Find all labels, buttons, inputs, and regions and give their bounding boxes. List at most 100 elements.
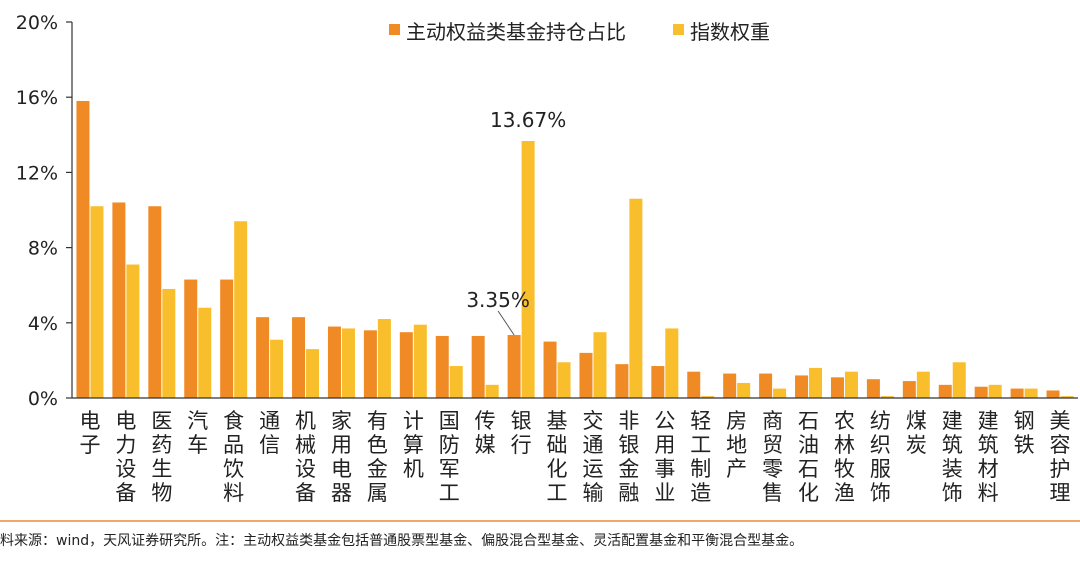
x-tick-label: 军 <box>439 457 460 481</box>
bar-index-weight <box>377 319 391 398</box>
bar-holding <box>974 386 988 398</box>
bar-holding <box>256 317 270 398</box>
bar-holding <box>687 371 701 398</box>
source-note: 资料来源：wind，天风证券研究所。注：主动权益类基金包括普通股票型基金、偏股混… <box>0 533 804 549</box>
x-tick-label: 用 <box>331 433 352 457</box>
bar-holding <box>471 335 485 398</box>
x-tick-label: 房 <box>726 409 747 433</box>
x-tick-label: 产 <box>726 457 747 481</box>
x-tick-label: 家 <box>331 409 352 433</box>
x-tick-label: 品 <box>223 433 244 457</box>
bar-index-weight <box>880 396 894 398</box>
x-tick-label: 工 <box>439 481 460 505</box>
x-tick-label: 饰 <box>942 481 963 505</box>
bar-holding <box>363 330 377 398</box>
x-tick-label: 设 <box>115 457 136 481</box>
x-tick-label: 信 <box>259 433 280 457</box>
x-tick-label: 牧 <box>834 457 855 481</box>
x-tick-label: 有 <box>367 409 388 433</box>
x-tick-label: 油 <box>798 433 819 457</box>
x-tick-label: 器 <box>331 481 352 505</box>
x-tick-label: 运 <box>582 457 603 481</box>
x-tick-label: 媒 <box>475 433 496 457</box>
bars <box>76 100 1074 399</box>
bar-index-weight <box>809 367 823 398</box>
bar-index-weight <box>306 349 320 398</box>
x-tick-label: 金 <box>367 457 388 481</box>
bar-holding <box>830 377 844 398</box>
x-tick-label: 装 <box>942 457 963 481</box>
bar-index-weight <box>629 198 643 398</box>
y-tick-label: 12% <box>16 162 58 184</box>
bar-index-weight <box>449 366 463 398</box>
bar-holding <box>1010 388 1024 398</box>
bar-holding <box>795 375 809 398</box>
x-tick-label: 输 <box>582 481 603 505</box>
x-tick-label: 林 <box>834 433 855 457</box>
bar-holding <box>399 332 413 398</box>
bar-holding <box>1046 390 1060 398</box>
x-tick-label: 贸 <box>762 433 783 457</box>
x-tick-label: 石 <box>798 409 819 433</box>
bar-holding <box>435 335 449 398</box>
bar-holding <box>866 379 880 398</box>
x-tick-label: 电 <box>79 409 100 433</box>
x-tick-label: 建 <box>978 409 999 433</box>
x-tick-label: 轻 <box>690 409 711 433</box>
x-tick-label: 织 <box>870 433 891 457</box>
bar-index-weight <box>557 362 571 398</box>
x-tick-label: 筑 <box>942 433 963 457</box>
legend-swatch <box>673 24 684 35</box>
x-tick-label: 础 <box>547 433 568 457</box>
annotation-label: 13.67% <box>490 108 566 132</box>
bar-index-weight <box>485 384 499 398</box>
x-tick-label: 护 <box>1050 457 1071 481</box>
x-tick-label: 传 <box>475 409 496 433</box>
x-tick-label: 料 <box>978 481 999 505</box>
bar-index-weight <box>126 264 140 398</box>
x-tick-label: 用 <box>654 433 675 457</box>
x-tick-label: 石 <box>798 457 819 481</box>
bar-index-weight <box>413 324 427 398</box>
x-axis: 电子电力设备医药生物汽车食品饮料通信机械设备家用电器有色金属计算机国防军工传媒银… <box>72 397 1078 505</box>
x-tick-label: 药 <box>151 433 172 457</box>
bar-holding <box>220 279 234 398</box>
x-tick-label: 通 <box>259 409 280 433</box>
x-tick-label: 饰 <box>870 481 891 505</box>
x-tick-label: 食 <box>223 409 244 433</box>
bar-index-weight <box>773 388 787 398</box>
bar-holding <box>651 366 665 398</box>
x-tick-label: 事 <box>654 457 675 481</box>
x-tick-label: 容 <box>1050 433 1071 457</box>
bar-holding <box>759 373 773 398</box>
x-tick-label: 交 <box>582 409 603 433</box>
x-tick-label: 售 <box>762 481 783 505</box>
x-tick-label: 煤 <box>906 409 927 433</box>
bar-index-weight <box>90 206 104 398</box>
bar-index-weight <box>234 221 248 398</box>
bar-holding <box>615 364 629 398</box>
bar-index-weight <box>665 328 679 398</box>
x-tick-label: 建 <box>942 409 963 433</box>
y-tick-label: 4% <box>28 313 58 335</box>
x-tick-label: 公 <box>654 409 675 433</box>
y-tick-label: 16% <box>16 87 58 109</box>
x-tick-label: 电 <box>331 457 352 481</box>
x-tick-label: 筑 <box>978 433 999 457</box>
bar-holding <box>507 335 521 398</box>
legend: 主动权益类基金持仓占比 指数权重 <box>389 20 770 44</box>
x-tick-label: 业 <box>654 481 675 505</box>
x-tick-label: 备 <box>115 481 136 505</box>
bar-holding <box>76 100 90 399</box>
x-tick-label: 备 <box>295 481 316 505</box>
bar-index-weight <box>916 371 930 398</box>
x-tick-label: 子 <box>79 433 100 457</box>
bar-index-weight <box>952 362 966 398</box>
y-tick-label: 8% <box>28 238 58 260</box>
x-tick-label: 钢 <box>1014 409 1035 433</box>
bar-index-weight <box>593 332 607 398</box>
x-tick-label: 饮 <box>223 457 244 481</box>
x-tick-label: 工 <box>547 481 568 505</box>
legend-swatch <box>389 24 400 35</box>
x-tick-label: 基 <box>547 409 568 433</box>
